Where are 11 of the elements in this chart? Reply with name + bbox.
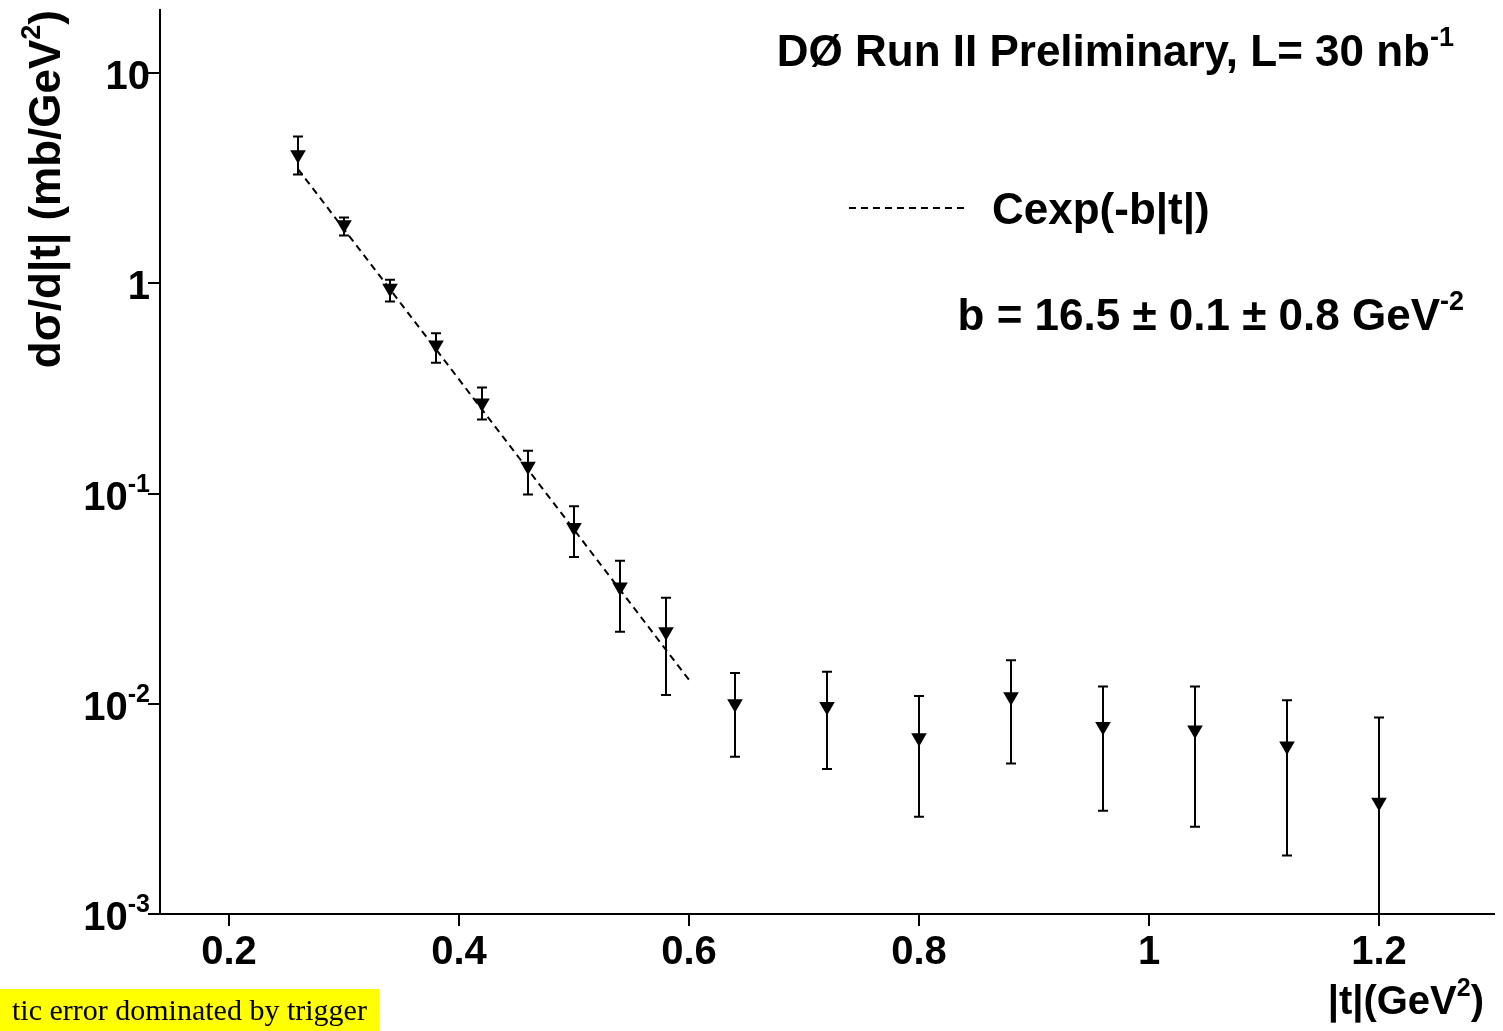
y-tick-label: 10: [105, 53, 151, 98]
x-tick-label: 0.2: [201, 928, 257, 973]
x-tick-label: 0.8: [891, 928, 947, 973]
x-tick-label: 0.4: [431, 928, 488, 973]
y-axis-title: dσ/d|t| (mb/GeV2): [16, 10, 71, 369]
x-tick-label: 1.2: [1351, 928, 1407, 973]
x-tick-label: 1: [1137, 928, 1161, 973]
legend-label: Cexp(-b|t|): [992, 184, 1210, 235]
x-tick-label: 0.6: [661, 928, 717, 973]
text: tic error dominated by trigger: [0, 989, 379, 1031]
y-tick-label: 1: [127, 263, 150, 308]
